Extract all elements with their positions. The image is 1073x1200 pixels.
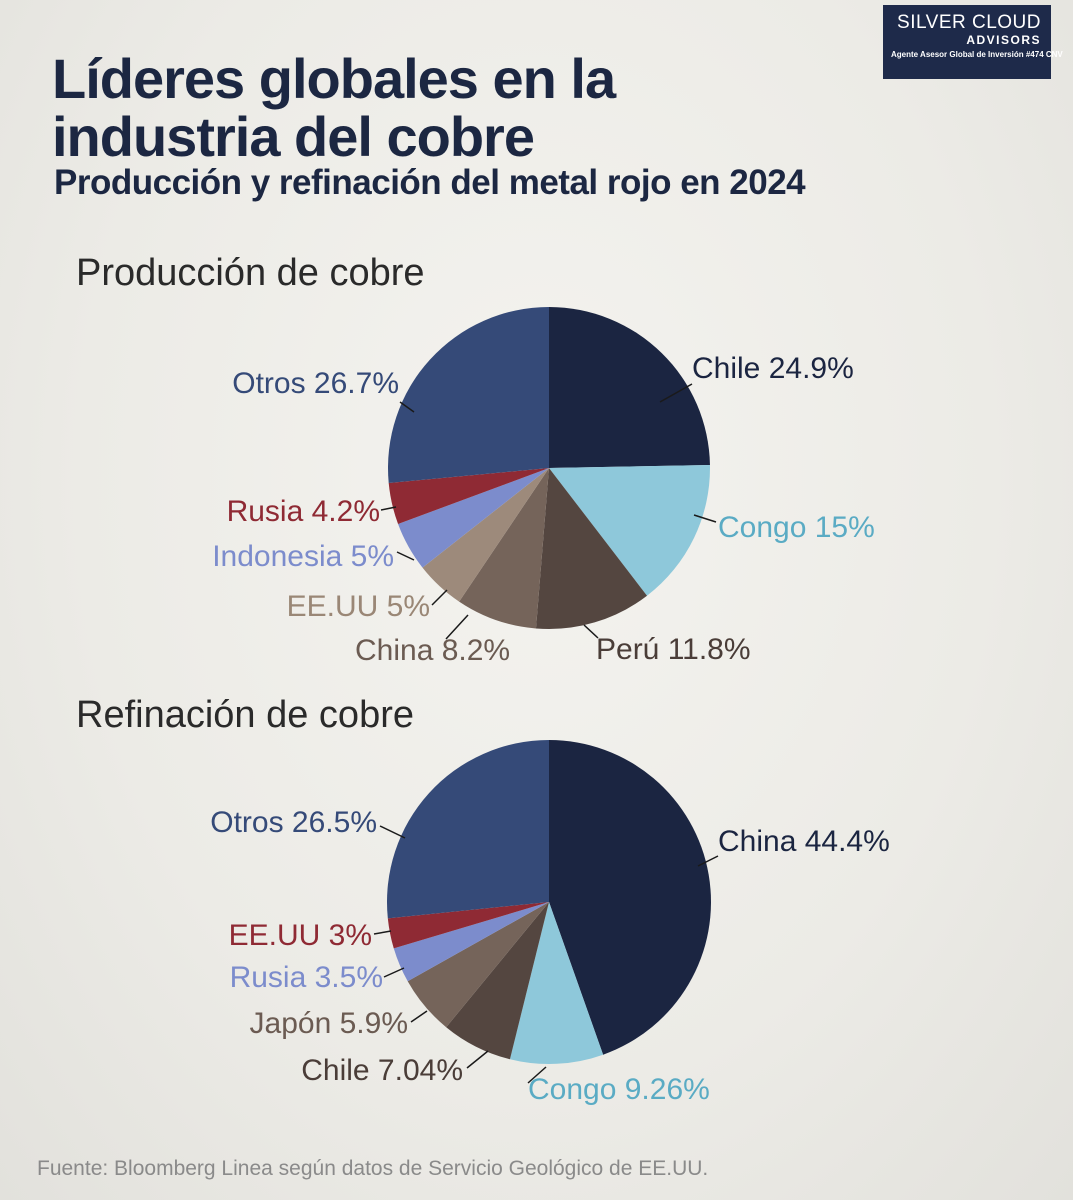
leader-line — [410, 1010, 428, 1023]
leader-line — [399, 401, 415, 413]
leader-line — [693, 514, 717, 523]
leader-line — [583, 624, 599, 639]
leader-line — [396, 551, 415, 561]
slice-label: Chile 7.04% — [301, 1054, 463, 1087]
production-chart-title: Producción de cobre — [76, 252, 425, 294]
leader-line — [431, 589, 448, 606]
pie-slice-chile — [446, 902, 549, 1060]
leader-line — [445, 614, 469, 640]
pie-slice-rusia — [388, 468, 549, 525]
brand-logo: SILVER CLOUD ADVISORS Agente Asesor Glob… — [883, 5, 1063, 79]
slice-label: Rusia 4.2% — [227, 495, 380, 528]
leader-line — [466, 1050, 489, 1069]
brand-name: SILVER CLOUD — [897, 12, 1041, 33]
pie-slice-japón — [407, 902, 549, 1028]
pie-slice-china — [459, 468, 549, 629]
pie-slice-ee-uu — [387, 902, 549, 949]
source-note: Fuente: Bloomberg Linea según datos de S… — [37, 1157, 709, 1180]
pie-slice-perú — [535, 468, 648, 629]
leader-line — [383, 967, 405, 978]
pie-slice-congo — [549, 464, 710, 596]
page-subtitle: Producción y refinación del metal rojo e… — [54, 163, 806, 202]
slice-label: China 8.2% — [355, 634, 510, 667]
refining-pie: China 44.4% Congo 9.26% Chile 7.04% Japón 5… — [210, 739, 890, 1106]
brand-subname: ADVISORS — [966, 33, 1041, 47]
leader-line — [380, 506, 397, 511]
pie-slice-chile — [549, 307, 710, 468]
pie-slice-congo — [509, 902, 604, 1064]
pie-slice-otros — [387, 306, 549, 484]
leader-line — [373, 930, 392, 935]
refining-chart-title: Refinación de cobre — [76, 694, 414, 736]
pie-slice-otros — [386, 739, 549, 919]
slice-label: Otros 26.7% — [232, 367, 399, 400]
brand-tagline: Agente Asesor Global de Inversión #474 C… — [891, 50, 1063, 59]
pie-slice-china — [549, 740, 711, 1055]
pie-slice-rusia — [393, 902, 549, 982]
slice-label: EE.UU 3% — [229, 919, 372, 952]
slice-label: Rusia 3.5% — [230, 961, 383, 994]
slice-label: Perú 11.8% — [596, 633, 751, 666]
leader-line — [659, 383, 693, 403]
pie-slice-ee-uu — [422, 468, 549, 602]
slice-label: Japón 5.9% — [250, 1007, 408, 1040]
pie-slice-indonesia — [398, 468, 549, 568]
slice-label: EE.UU 5% — [287, 590, 430, 623]
leader-line — [697, 855, 719, 867]
slice-label: Otros 26.5% — [210, 806, 377, 839]
leader-line — [527, 1066, 547, 1084]
slice-label: China 44.4% — [718, 825, 890, 858]
leader-line — [379, 825, 406, 839]
production-pie: Chile 24.9% Congo 15% Perú 11.8% China 8.2%… — [212, 306, 875, 667]
slice-label: Indonesia 5% — [212, 540, 394, 573]
page-title: Líderes globales en la industria del cob… — [52, 47, 616, 168]
slice-label: Congo 15% — [718, 511, 875, 544]
slice-label: Chile 24.9% — [692, 352, 854, 385]
slice-label: Congo 9.26% — [528, 1073, 710, 1106]
pie-charts: Chile 24.9% Congo 15% Perú 11.8% China 8.2%… — [210, 306, 890, 1106]
